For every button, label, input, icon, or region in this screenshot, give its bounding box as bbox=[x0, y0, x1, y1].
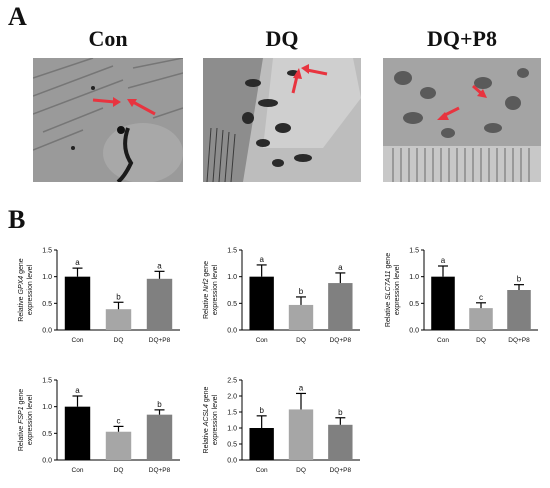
x-tick-label: Con bbox=[72, 467, 84, 474]
chart-nrf2: Relative Nrf2 gene expression level 0.0 0.5… bbox=[203, 248, 360, 344]
bar bbox=[288, 409, 314, 460]
x-tick-label: DQ+P8 bbox=[508, 337, 530, 344]
y-tick-label: 0.5 bbox=[227, 442, 237, 449]
significance-letter: b bbox=[157, 400, 162, 409]
y-tick-label: 0.0 bbox=[227, 458, 237, 465]
x-tick-label: Con bbox=[256, 337, 268, 344]
y-tick-label: 1.5 bbox=[409, 248, 419, 255]
x-tick-label: DQ+P8 bbox=[149, 337, 171, 344]
x-tick-label: Con bbox=[72, 337, 84, 344]
x-tick-label: DQ bbox=[296, 337, 306, 344]
y-axis-label: Relative SLC7A11 geneexpression level bbox=[385, 253, 401, 327]
bar bbox=[64, 406, 91, 460]
significance-letter: b bbox=[338, 408, 343, 417]
chart-gpx4: Relative GPX4 gene expression level 0.0 0.5… bbox=[18, 248, 180, 344]
y-axis-label: Relative Nrf2 gene expression level bbox=[203, 261, 219, 319]
bar bbox=[328, 424, 353, 460]
y-tick-label: 1.0 bbox=[227, 274, 237, 281]
y-tick-label: 0.0 bbox=[42, 328, 52, 335]
significance-letter: a bbox=[75, 386, 80, 395]
bar bbox=[431, 276, 455, 330]
chart-acsl4: Relative ACSL4 gene expression level 0.0 0.… bbox=[203, 378, 360, 474]
y-axis-label: Relative FSP1 gene expression level bbox=[18, 389, 34, 451]
em-title-con: Con bbox=[88, 26, 128, 51]
chart-fsp1: Relative FSP1 gene expression level 0.0 0.5… bbox=[18, 378, 180, 474]
em-image-con bbox=[33, 58, 183, 182]
em-title-dq: DQ bbox=[265, 26, 299, 51]
x-tick-label: DQ bbox=[114, 337, 124, 344]
y-tick-label: 1.0 bbox=[409, 274, 419, 281]
y-tick-label: 2.5 bbox=[227, 378, 237, 385]
em-image-dq bbox=[203, 58, 361, 182]
bar bbox=[288, 304, 314, 330]
significance-letter: a bbox=[75, 258, 80, 267]
y-tick-label: 1.0 bbox=[42, 274, 52, 281]
x-tick-label: DQ+P8 bbox=[330, 337, 352, 344]
arrow-icon bbox=[92, 97, 156, 116]
em-title-dqp8: DQ+P8 bbox=[427, 26, 497, 51]
significance-letter: c bbox=[479, 293, 483, 302]
significance-letter: c bbox=[117, 416, 121, 425]
y-tick-label: 0.0 bbox=[42, 458, 52, 465]
y-tick-label: 0.5 bbox=[409, 301, 419, 308]
y-tick-label: 1.0 bbox=[227, 426, 237, 433]
bar bbox=[64, 276, 91, 330]
y-tick-label: 0.0 bbox=[227, 328, 237, 335]
bar bbox=[249, 428, 274, 460]
y-axis-label: Relative ACSL4 gene expression level bbox=[203, 386, 219, 453]
x-tick-label: Con bbox=[437, 337, 449, 344]
y-tick-label: 0.0 bbox=[409, 328, 419, 335]
panel-a-label: A bbox=[8, 2, 27, 31]
x-tick-label: DQ bbox=[296, 467, 306, 474]
y-tick-label: 1.5 bbox=[42, 378, 52, 385]
em-image-dqp8 bbox=[383, 58, 541, 182]
panel-b-label: B bbox=[8, 205, 26, 234]
significance-letter: b bbox=[259, 406, 264, 415]
significance-letter: b bbox=[299, 287, 304, 296]
y-tick-label: 1.5 bbox=[42, 248, 52, 255]
significance-letter: b bbox=[517, 275, 522, 284]
y-tick-label: 1.5 bbox=[227, 410, 237, 417]
y-tick-label: 1.5 bbox=[227, 248, 237, 255]
x-tick-label: DQ bbox=[476, 337, 486, 344]
arrow-icon bbox=[291, 64, 328, 94]
y-axis-label: Relative GPX4 gene expression level bbox=[18, 258, 34, 322]
y-tick-label: 0.5 bbox=[42, 431, 52, 438]
y-tick-label: 1.0 bbox=[42, 404, 52, 411]
bar bbox=[469, 308, 493, 330]
bar bbox=[507, 290, 531, 330]
x-tick-label: DQ+P8 bbox=[149, 467, 171, 474]
bar bbox=[105, 431, 132, 460]
bar bbox=[328, 283, 353, 330]
x-tick-label: DQ+P8 bbox=[330, 467, 352, 474]
arrow-icon bbox=[437, 84, 487, 120]
bar bbox=[249, 276, 274, 330]
x-tick-label: DQ bbox=[114, 467, 124, 474]
significance-letter: b bbox=[116, 292, 121, 301]
significance-letter: a bbox=[338, 263, 343, 272]
y-tick-label: 0.5 bbox=[42, 301, 52, 308]
x-tick-label: Con bbox=[256, 467, 268, 474]
y-tick-label: 0.5 bbox=[227, 301, 237, 308]
significance-letter: a bbox=[157, 261, 162, 270]
chart-slc7a11: Relative SLC7A11 geneexpression level 0.0… bbox=[385, 248, 538, 344]
bar bbox=[105, 309, 132, 330]
significance-letter: a bbox=[259, 255, 264, 264]
y-tick-label: 2.0 bbox=[227, 394, 237, 401]
bar bbox=[146, 414, 173, 460]
significance-letter: a bbox=[299, 383, 304, 392]
bar bbox=[146, 278, 173, 330]
significance-letter: a bbox=[441, 256, 446, 265]
